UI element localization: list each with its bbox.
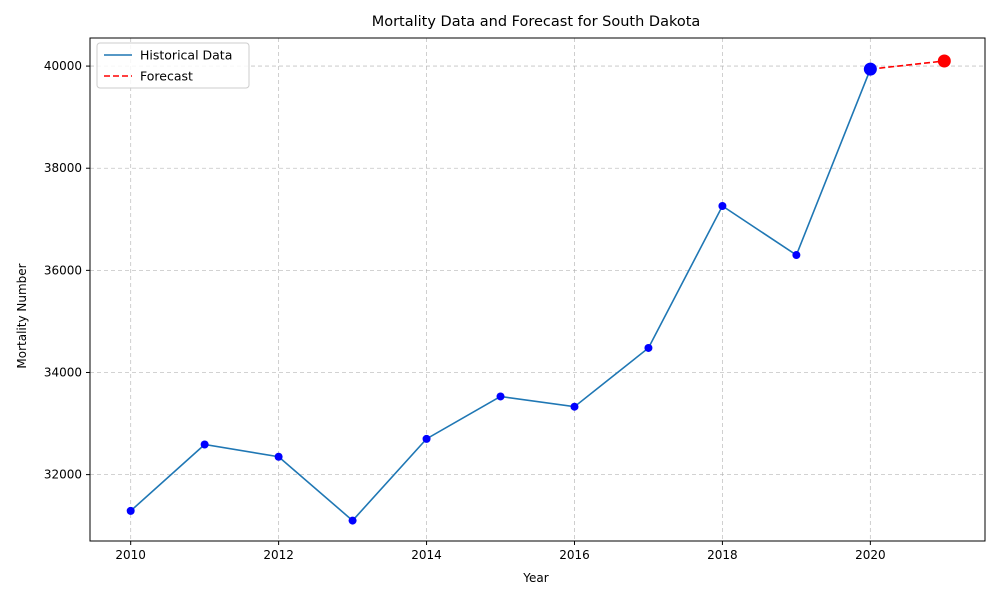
x-tick-label: 2014 — [411, 548, 442, 562]
x-tick-label: 2020 — [855, 548, 886, 562]
highlighted-point — [937, 54, 951, 68]
data-point — [274, 452, 283, 461]
y-tick-label: 36000 — [44, 263, 82, 277]
data-point — [570, 402, 579, 411]
data-point — [422, 434, 431, 443]
y-tick-label: 34000 — [44, 365, 82, 379]
y-tick-label: 40000 — [44, 59, 82, 73]
axes: 2010 2012 2014 2016 2018 2020 32000 34000 36000 3… — [44, 37, 986, 562]
x-tick-label: 2018 — [707, 548, 738, 562]
marker-layer — [126, 54, 951, 525]
x-tick-label: 2012 — [263, 548, 294, 562]
grid — [90, 38, 985, 541]
data-point — [792, 251, 801, 260]
legend-label: Forecast — [140, 69, 193, 84]
x-tick-label: 2016 — [559, 548, 590, 562]
x-tick-label: 2010 — [115, 548, 146, 562]
legend: Historical Data Forecast — [96, 42, 250, 89]
y-tick-label: 32000 — [44, 468, 82, 482]
data-point — [348, 516, 357, 525]
chart-title: Mortality Data and Forecast for South Da… — [372, 14, 701, 30]
data-point — [126, 506, 135, 515]
x-axis-title: Year — [522, 571, 548, 585]
legend-label: Historical Data — [140, 48, 232, 63]
legend-box — [96, 42, 250, 89]
data-point — [200, 440, 209, 449]
series-layer — [130, 60, 945, 522]
data-point — [644, 343, 653, 352]
data-point — [496, 392, 505, 401]
y-axis-title: Mortality Number — [15, 263, 29, 368]
data-point — [718, 202, 727, 211]
series-line-historical — [130, 68, 872, 522]
y-tick-label: 38000 — [44, 161, 82, 175]
series-line-forecast — [870, 60, 945, 70]
highlighted-point — [863, 62, 877, 76]
plot-frame — [89, 37, 986, 542]
